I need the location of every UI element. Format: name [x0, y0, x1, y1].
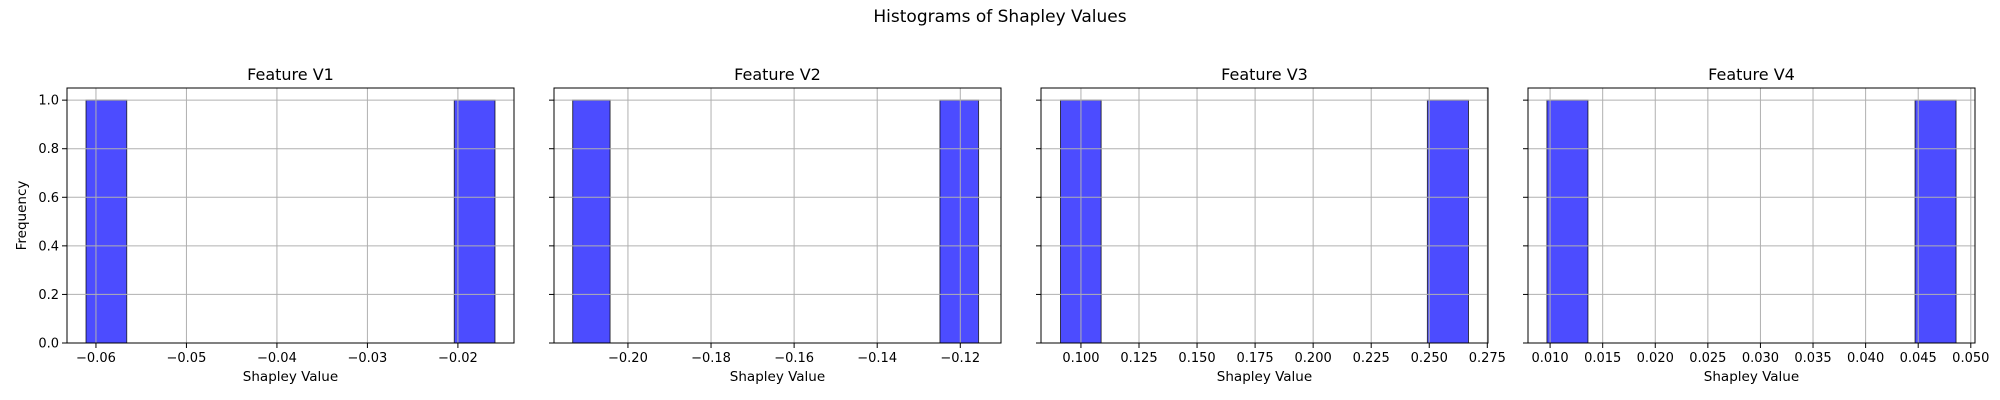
subplot-feature-4: 0.010 0.015 0.020 0.025 0.030 0.035 0.040 0.045… [1523, 65, 1989, 385]
subplot-title: Feature V4 [1708, 65, 1795, 84]
x-tick-label: 0.030 [1742, 351, 1779, 366]
histogram-bar [1914, 99, 1957, 344]
plot-area [554, 88, 1001, 343]
x-tick-label: 0.250 [1411, 351, 1448, 366]
histogram-bar [85, 99, 128, 344]
x-tick-label: −0.06 [76, 351, 116, 366]
subplot-feature-2: −0.20 −0.18 −0.16 −0.14 −0.12 Feature V2 Shapl… [549, 65, 1002, 385]
histogram-bar [939, 99, 980, 344]
x-tick-label: 0.275 [1469, 351, 1506, 366]
y-tick-label: 0.2 [38, 288, 59, 303]
subplot-title: Feature V2 [734, 65, 821, 84]
x-tick-label: 0.040 [1847, 351, 1884, 366]
x-tick-label: −0.05 [167, 351, 207, 366]
x-axis-label: Shapley Value [243, 369, 338, 385]
plot-area [67, 88, 514, 343]
y-tick-label: 0.8 [38, 142, 59, 157]
x-tick-label: 0.010 [1531, 351, 1568, 366]
x-axis-label: Shapley Value [1217, 369, 1312, 385]
histogram-bar [453, 99, 496, 344]
x-tick-label: −0.03 [347, 351, 387, 366]
axes-frame [66, 87, 515, 344]
x-tick-label: 0.050 [1952, 351, 1989, 366]
x-axis-label: Shapley Value [730, 369, 825, 385]
x-tick-label: 0.025 [1689, 351, 1726, 366]
y-tick-label: 0.0 [38, 337, 59, 352]
x-tick-label: −0.18 [691, 351, 731, 366]
x-tick-label: −0.04 [257, 351, 297, 366]
x-tick-label: 0.150 [1178, 351, 1215, 366]
x-axis-label: Shapley Value [1704, 369, 1799, 385]
axes-frame [1040, 87, 1489, 344]
figure-title: Histograms of Shapley Values [873, 7, 1126, 27]
x-tick-label: −0.02 [438, 351, 478, 366]
histogram-bar [572, 99, 611, 344]
x-tick-label: 0.225 [1353, 351, 1390, 366]
plot-area [1041, 88, 1488, 343]
subplot-title: Feature V1 [247, 65, 334, 84]
x-tick-label: −0.14 [857, 351, 897, 366]
x-tick-label: 0.100 [1062, 351, 1099, 366]
axes-frame [553, 87, 1002, 344]
axes-frame [1527, 87, 1976, 344]
x-tick-label: 0.175 [1236, 351, 1273, 366]
x-tick-label: 0.045 [1900, 351, 1937, 366]
subplot-feature-1: −0.06 −0.05 −0.04 −0.03 −0.02 0.0 0.2 0.4 0.6 0.8… [14, 65, 515, 385]
x-tick-label: −0.20 [608, 351, 648, 366]
x-tick-label: 0.020 [1637, 351, 1674, 366]
x-tick-label: 0.035 [1794, 351, 1831, 366]
x-tick-label: 0.125 [1120, 351, 1157, 366]
y-tick-label: 0.4 [38, 239, 59, 254]
x-tick-label: −0.16 [774, 351, 814, 366]
y-tick-label: 1.0 [38, 94, 59, 109]
subplot-panels: −0.06 −0.05 −0.04 −0.03 −0.02 0.0 0.2 0.4 0.6 0.8… [14, 65, 1989, 385]
histogram-bar [1546, 99, 1589, 344]
plot-area [1528, 88, 1975, 343]
histogram-bar [1426, 99, 1469, 344]
y-tick-label: 0.6 [38, 191, 59, 206]
y-axis-label: Frequency [14, 181, 30, 251]
subplot-feature-3: 0.100 0.125 0.150 0.175 0.200 0.225 0.250 0.275… [1036, 65, 1506, 385]
x-tick-label: −0.12 [940, 351, 980, 366]
x-tick-label: 0.200 [1295, 351, 1332, 366]
x-tick-label: 0.015 [1584, 351, 1621, 366]
subplot-title: Feature V3 [1221, 65, 1308, 84]
